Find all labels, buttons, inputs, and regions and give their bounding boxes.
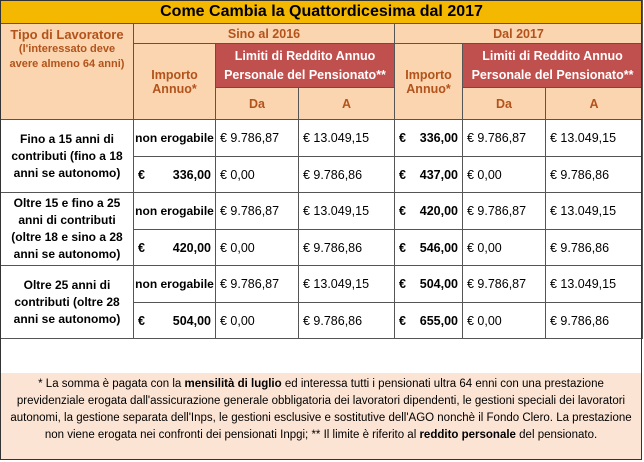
importo-amount: €336,00 (396, 131, 462, 145)
limit-da-2017: € 0,00 (462, 302, 546, 339)
importo-cell: €336,00 (394, 119, 463, 157)
importo-amount: €546,00 (396, 240, 462, 255)
limit-a-2017: € 9.786,86 (544, 302, 644, 339)
importo-not-payable: non erogabile (133, 265, 216, 303)
limit-da-2017: € 9.786,87 (462, 119, 546, 157)
euro-symbol: € (399, 204, 406, 218)
euro-symbol: € (138, 167, 145, 182)
header-worker-type-label: Tipo di Lavoratore (10, 27, 124, 42)
header-limiti-2017: Limiti di Reddito Annuo Personale del Pe… (461, 43, 644, 88)
limit-a-2016: € 13.049,15 (298, 192, 395, 230)
limit-da-2016: € 0,00 (215, 156, 299, 193)
limit-da-2016: € 9.786,87 (215, 265, 299, 303)
importo-value: 504,00 (172, 313, 211, 328)
euro-symbol: € (399, 240, 406, 255)
table-title: Come Cambia la Quattordicesima dal 2017 (0, 0, 644, 24)
table-row: €420,00 € 0,00 € 9.786,86 €546,00 € 0,00 € 9.… (1, 229, 644, 266)
importo-value: 437,00 (419, 167, 458, 182)
euro-symbol: € (138, 240, 145, 255)
table-row: €504,00 € 0,00 € 9.786,86 €655,00 € 0,00 € 9.… (1, 302, 644, 339)
header-da-2016: Da (215, 87, 299, 120)
footnote: * La somma è pagata con la mensilità di … (0, 373, 642, 460)
quattordicesima-table: Come Cambia la Quattordicesima dal 2017 … (0, 0, 644, 339)
importo-amount: €504,00 (135, 313, 215, 328)
limit-a-2016: € 9.786,86 (298, 302, 395, 339)
euro-symbol: € (399, 277, 406, 291)
header-da-2017: Da (462, 87, 546, 120)
importo-cell: €420,00 (394, 192, 463, 230)
limit-da-2017: € 9.786,87 (462, 192, 546, 230)
footnote-text-1: * La somma è pagata con la (38, 378, 185, 390)
header-period-2016: Sino al 2016 (133, 23, 395, 44)
euro-symbol: € (399, 313, 406, 328)
importo-value: 420,00 (419, 204, 458, 218)
limit-a-2016: € 13.049,15 (298, 119, 395, 157)
importo-cell: €504,00 (133, 302, 216, 339)
limit-a-2017: € 13.049,15 (544, 265, 644, 303)
worker-type-cell: Oltre 15 e fino a 25 anni di contributi … (0, 192, 134, 266)
euro-symbol: € (399, 167, 406, 182)
table-row: Fino a 15 anni di contributi (fino a 18 … (0, 119, 644, 193)
importo-amount: €655,00 (396, 313, 462, 328)
importo-cell: €546,00 (394, 229, 463, 266)
worker-type-cell: Fino a 15 anni di contributi (fino a 18 … (0, 119, 134, 193)
importo-not-payable: non erogabile (133, 119, 216, 157)
limit-da-2017: € 0,00 (462, 156, 546, 193)
limit-a-2017: € 13.049,15 (544, 119, 644, 157)
table-row: Oltre 25 anni di contributi (oltre 28 an… (0, 265, 644, 339)
importo-value: 420,00 (172, 240, 211, 255)
importo-cell: €420,00 (133, 229, 216, 266)
limit-da-2016: € 0,00 (215, 302, 299, 339)
euro-symbol: € (399, 131, 406, 145)
footnote-bold-1: mensilità di luglio (184, 378, 282, 390)
footnote-text-3: del pensionato. (515, 429, 598, 441)
importo-cell: €336,00 (133, 156, 216, 193)
importo-amount: €504,00 (396, 277, 462, 291)
importo-value: 336,00 (172, 167, 211, 182)
limit-a-2017: € 13.049,15 (544, 192, 644, 230)
importo-amount: €437,00 (396, 167, 462, 182)
limit-a-2017: € 9.786,86 (544, 156, 644, 193)
header-limiti-2016: Limiti di Reddito Annuo Personale del Pe… (215, 43, 395, 88)
limit-da-2017: € 9.786,87 (462, 265, 546, 303)
importo-cell: €655,00 (394, 302, 463, 339)
limit-da-2017: € 0,00 (462, 229, 546, 266)
euro-symbol: € (138, 313, 145, 328)
importo-amount: €420,00 (396, 204, 462, 218)
importo-value: 546,00 (419, 240, 458, 255)
header-worker-note: (l'interessato deve avere almeno 64 anni… (9, 43, 125, 70)
limit-a-2016: € 9.786,86 (298, 229, 395, 266)
worker-type-cell: Oltre 25 anni di contributi (oltre 28 an… (0, 265, 134, 339)
importo-value: 655,00 (419, 313, 458, 328)
limit-da-2016: € 9.786,87 (215, 192, 299, 230)
footnote-text-2: ed interessa tutti i pensionati ultra 64… (10, 378, 632, 441)
header-importo-2017: Importo Annuo* (394, 43, 463, 120)
limit-a-2017: € 9.786,86 (544, 229, 644, 266)
importo-value: 504,00 (419, 277, 458, 291)
header-a-2017: A (544, 87, 644, 120)
header-importo-2016: Importo Annuo* (133, 43, 216, 120)
importo-value: 336,00 (419, 131, 458, 145)
footnote-bold-2: reddito personale (419, 429, 516, 441)
header-a-2016: A (298, 87, 395, 120)
importo-amount: €420,00 (135, 240, 215, 255)
importo-cell: €437,00 (394, 156, 463, 193)
importo-cell: €504,00 (394, 265, 463, 303)
importo-amount: €336,00 (135, 167, 215, 182)
